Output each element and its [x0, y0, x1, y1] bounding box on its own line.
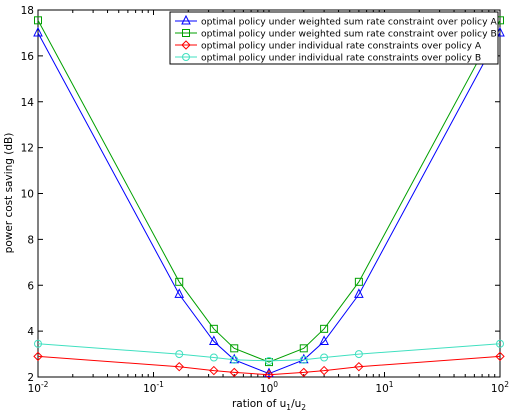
series-line [37, 355, 501, 376]
series [34, 339, 504, 365]
series-line [37, 20, 501, 363]
series-marker [354, 277, 363, 286]
legend-label: optimal policy under weighted sum rate c… [201, 29, 497, 40]
y-axis-label: power cost saving (dB) [3, 133, 15, 254]
series-marker [209, 365, 219, 376]
series-marker [182, 53, 190, 61]
series-marker [230, 344, 239, 353]
legend-label: optimal policy under weighted sum rate c… [201, 17, 497, 28]
x-tick-label: 10-2 [28, 380, 49, 395]
plot-frame [37, 9, 501, 378]
series-marker [354, 288, 364, 298]
series-marker [229, 367, 239, 378]
x-axis-label: ration of u1/u2 [232, 398, 306, 412]
x-tick-label: 10-1 [143, 380, 164, 395]
legend-label: optimal policy under individual rate con… [201, 41, 482, 52]
y-tick-label: 2 [27, 372, 34, 384]
series-marker [354, 361, 364, 372]
series [34, 16, 504, 367]
y-tick-label: 16 [21, 51, 35, 63]
series-marker [34, 16, 42, 25]
series-marker [354, 350, 363, 359]
legend-box [169, 11, 499, 65]
series-marker [320, 353, 329, 362]
series-group [33, 16, 505, 380]
series-marker [33, 26, 43, 37]
y-tick-label: 6 [27, 280, 34, 292]
series-marker [319, 365, 329, 376]
series-marker [496, 339, 504, 348]
series-marker [320, 324, 329, 333]
series-marker [34, 339, 42, 348]
series-marker [299, 367, 309, 378]
series-marker [265, 356, 273, 365]
legend-item: optimal policy under individual rate con… [175, 40, 482, 52]
axis-ticks: 2 4 6 8 10 12 14 16 18 10-2 10-1 100 101 102 [21, 5, 510, 395]
series [33, 26, 505, 378]
legend-item: optimal policy under weighted sum rate c… [175, 14, 497, 28]
series-marker [319, 335, 329, 345]
series-marker [209, 335, 219, 345]
series-marker [209, 353, 218, 362]
series-marker [175, 277, 184, 286]
y-tick-label: 4 [27, 326, 34, 338]
series-marker [264, 369, 274, 380]
y-tick-label: 18 [21, 5, 34, 17]
y-tick-label: 8 [27, 234, 34, 246]
legend: optimal policy under weighted sum rate c… [169, 11, 499, 65]
legend-label: optimal policy under individual rate con… [201, 53, 481, 64]
y-tick-label: 12 [21, 143, 34, 155]
y-tick-label: 14 [21, 97, 35, 109]
series-marker [299, 355, 308, 364]
series-line [37, 343, 501, 362]
series-marker [174, 288, 185, 298]
series-marker [181, 40, 191, 50]
x-tick-label: 101 [375, 380, 393, 395]
legend-item: optimal policy under weighted sum rate c… [175, 29, 497, 40]
series-line [37, 32, 501, 375]
series-marker [182, 29, 190, 37]
y-tick-label: 10 [21, 189, 34, 201]
series-marker [175, 350, 184, 359]
series-marker [230, 355, 239, 364]
x-tick-label: 102 [491, 380, 509, 395]
x-tick-label: 100 [260, 380, 278, 395]
series-marker [174, 361, 184, 372]
series-marker [209, 324, 218, 333]
series-marker [181, 14, 191, 25]
series-marker [299, 344, 308, 353]
series [33, 351, 505, 380]
series-marker [33, 351, 43, 362]
series-marker [495, 351, 505, 362]
legend-item: optimal policy under individual rate con… [175, 53, 481, 64]
